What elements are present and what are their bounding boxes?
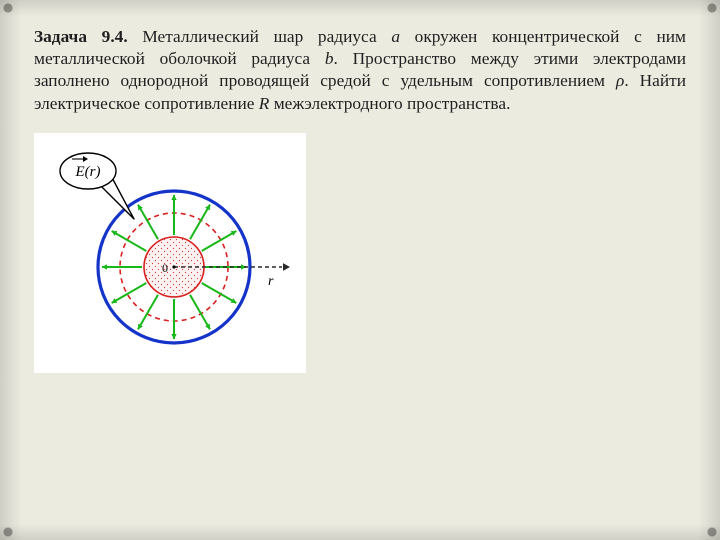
content-area: Задача 9.4. Металлический шар радиуса a … xyxy=(0,0,720,393)
problem-text-5: межэлектродного пространства. xyxy=(269,94,510,113)
field-arrow-head xyxy=(102,264,107,270)
field-arrow-head xyxy=(171,195,177,200)
r-axis-arrow xyxy=(283,263,290,271)
field-arrow xyxy=(112,283,147,303)
field-arrow xyxy=(190,294,210,329)
field-arrow xyxy=(138,204,158,239)
problem-text-1: Металлический шар радиуса xyxy=(128,27,392,46)
center-dot xyxy=(172,265,175,268)
field-arrow xyxy=(202,231,237,251)
figure-container: 0 r E(r) xyxy=(34,133,306,373)
problem-statement: Задача 9.4. Металлический шар радиуса a … xyxy=(34,26,686,115)
r-axis-label: r xyxy=(268,274,274,289)
field-arrow xyxy=(190,204,210,239)
field-arrow xyxy=(112,231,147,251)
field-arrow-head xyxy=(171,334,177,339)
field-arrow xyxy=(138,294,158,329)
problem-label: Задача 9.4. xyxy=(34,27,128,46)
field-arrow xyxy=(202,283,237,303)
concentric-spheres-diagram: 0 r E(r) xyxy=(34,133,306,373)
var-a: a xyxy=(391,27,400,46)
center-label: 0 xyxy=(162,261,168,275)
callout-label: E(r) xyxy=(75,164,101,180)
var-b: b xyxy=(325,49,334,68)
var-R: R xyxy=(259,94,270,113)
